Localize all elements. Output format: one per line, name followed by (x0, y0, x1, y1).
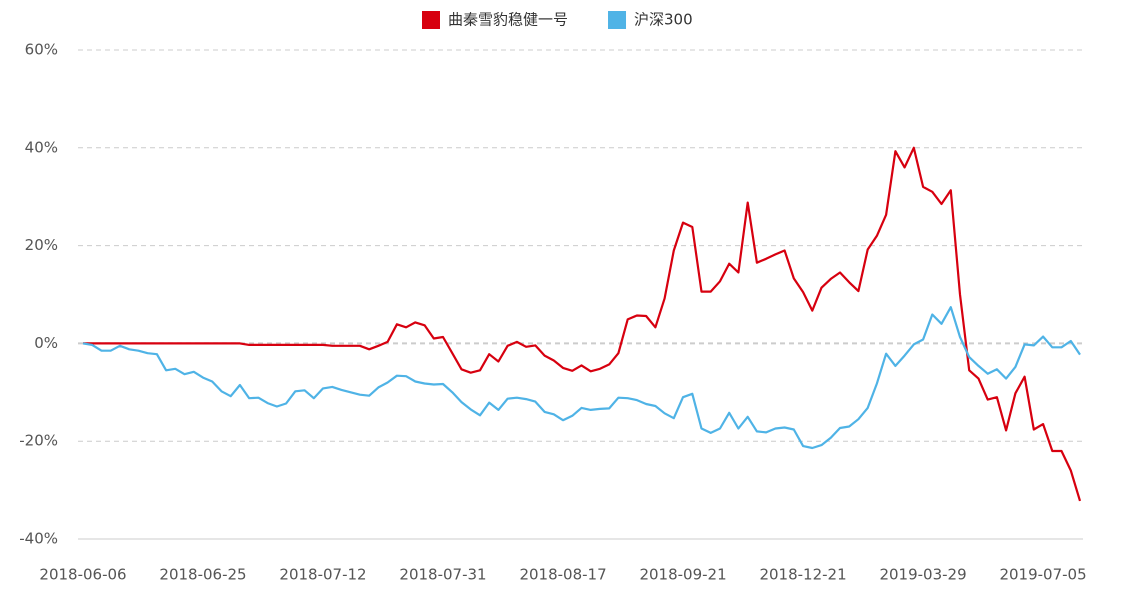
y-tick-label: -40% (19, 530, 58, 548)
x-tick-label: 2018-09-21 (639, 566, 726, 584)
y-tick-label: 20% (25, 236, 58, 254)
x-tick-label: 2018-07-12 (279, 566, 366, 584)
y-tick-label: 60% (25, 41, 58, 59)
x-tick-label: 2019-07-05 (999, 566, 1086, 584)
series-line (83, 146, 1082, 502)
series-line (82, 306, 1081, 450)
legend-label: 沪深300 (634, 11, 693, 29)
x-tick-label: 2019-03-29 (879, 566, 966, 584)
legend-label: 曲秦雪豹稳健一号 (448, 11, 568, 29)
legend-swatch (608, 11, 627, 29)
y-tick-label: 0% (34, 334, 58, 352)
x-tick-label: 2018-06-25 (159, 566, 246, 584)
y-tick-label: 40% (25, 138, 58, 156)
x-tick-label: 2018-12-21 (759, 566, 846, 584)
y-tick-label: -20% (19, 432, 58, 450)
legend-swatch (422, 11, 440, 29)
x-tick-label: 2018-07-31 (399, 566, 486, 584)
x-tick-label: 2018-06-06 (39, 566, 126, 584)
x-tick-label: 2018-08-17 (519, 566, 606, 584)
